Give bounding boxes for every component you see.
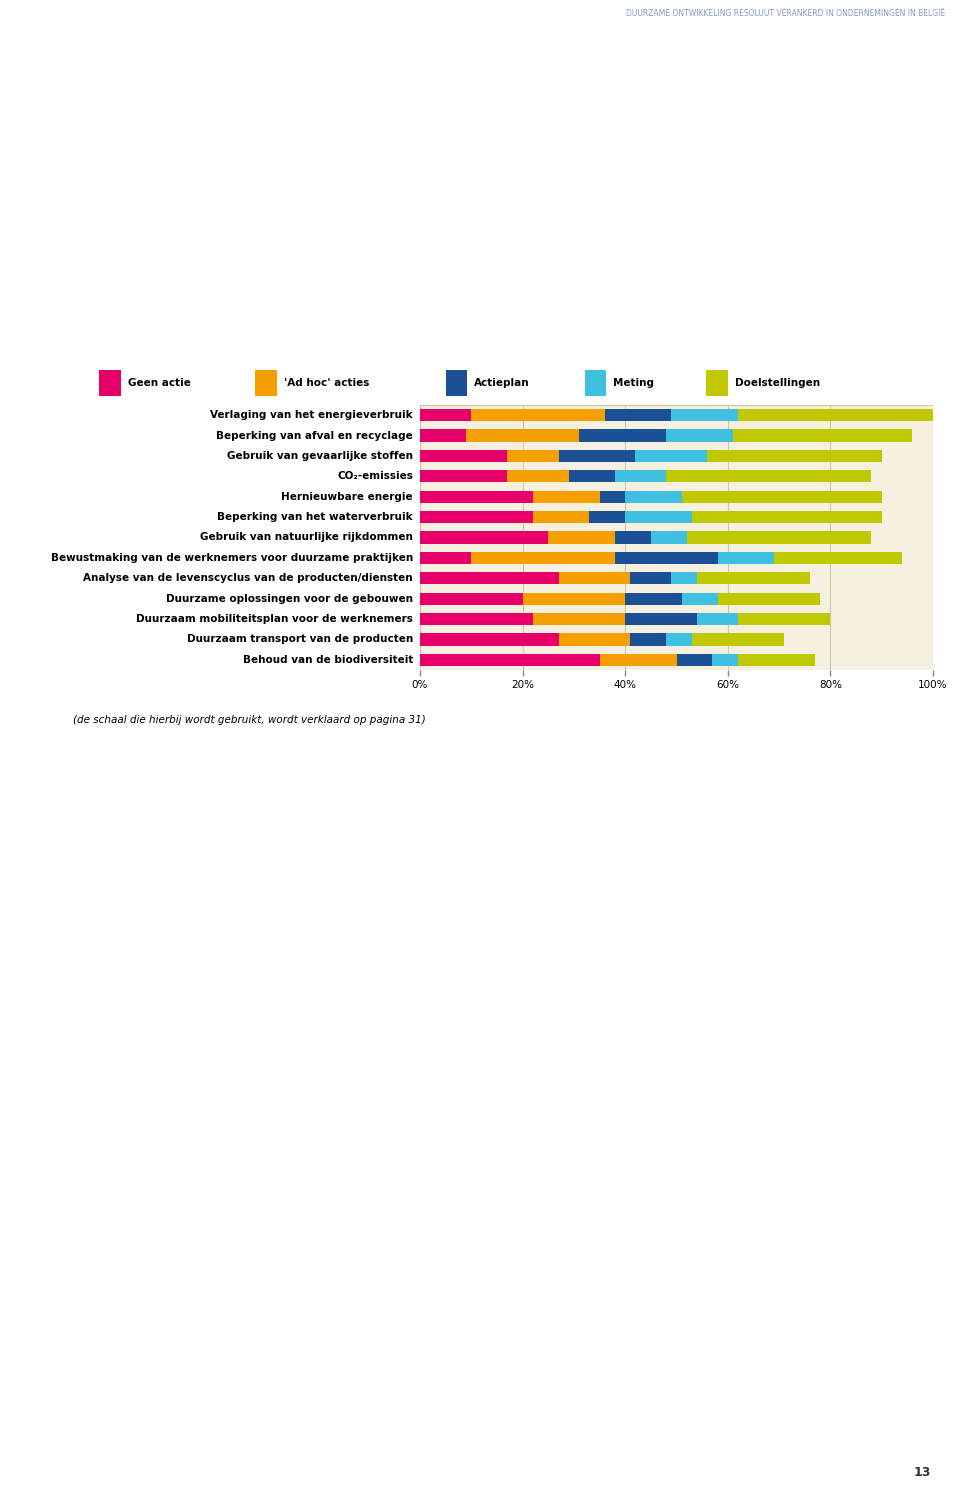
Bar xyxy=(589,510,625,524)
Bar xyxy=(732,430,912,442)
Bar xyxy=(631,634,666,646)
Bar xyxy=(774,552,902,564)
Bar xyxy=(579,430,666,442)
Bar xyxy=(738,613,830,625)
Bar xyxy=(420,552,471,564)
Bar xyxy=(692,510,881,524)
Text: Behoud van de biodiversiteit: Behoud van de biodiversiteit xyxy=(243,655,413,665)
Bar xyxy=(420,491,533,503)
Bar xyxy=(445,371,468,396)
Text: Gebruik van gevaarlijke stoffen: Gebruik van gevaarlijke stoffen xyxy=(228,451,413,461)
Bar xyxy=(682,491,881,503)
Bar xyxy=(708,449,881,463)
Bar xyxy=(625,491,682,503)
Bar xyxy=(420,592,522,604)
Bar xyxy=(717,592,820,604)
Bar xyxy=(420,634,559,646)
Text: Doelstellingen: Doelstellingen xyxy=(734,378,820,388)
Text: Actieplan: Actieplan xyxy=(474,378,530,388)
Bar xyxy=(615,552,717,564)
Text: Meting: Meting xyxy=(613,378,654,388)
Bar xyxy=(420,430,467,442)
Text: Duurzaam mobiliteitsplan voor de werknemers: Duurzaam mobiliteitsplan voor de werknem… xyxy=(136,615,413,623)
Bar xyxy=(625,592,682,604)
Text: Duurzaam transport van de producten: Duurzaam transport van de producten xyxy=(187,634,413,644)
Bar xyxy=(651,531,686,543)
Bar xyxy=(666,634,692,646)
Bar xyxy=(682,592,717,604)
Bar xyxy=(420,573,559,585)
Text: DUURZAME ONTWIKKELING RESOLUUT VERANKERD IN ONDERNEMINGEN IN BELGIË: DUURZAME ONTWIKKELING RESOLUUT VERANKERD… xyxy=(627,9,946,18)
Bar xyxy=(471,552,615,564)
Text: Analyse van de levenscyclus van de producten/diensten: Analyse van de levenscyclus van de produ… xyxy=(84,573,413,583)
Bar xyxy=(671,409,738,421)
Bar xyxy=(666,470,872,482)
Text: 'Ad hoc' acties: 'Ad hoc' acties xyxy=(284,378,369,388)
Bar xyxy=(706,371,728,396)
Bar xyxy=(507,470,568,482)
Bar xyxy=(568,470,615,482)
Bar xyxy=(420,449,507,463)
Bar xyxy=(467,430,579,442)
Text: Beperking van afval en recyclage: Beperking van afval en recyclage xyxy=(216,430,413,440)
Bar xyxy=(717,552,774,564)
Bar xyxy=(697,613,738,625)
Bar xyxy=(420,653,600,667)
Bar xyxy=(625,510,692,524)
Bar xyxy=(420,510,533,524)
Bar xyxy=(686,531,872,543)
Bar xyxy=(420,470,507,482)
Bar xyxy=(420,409,471,421)
Bar xyxy=(559,573,631,585)
Bar xyxy=(625,613,697,625)
Text: Beperking van het waterverbruik: Beperking van het waterverbruik xyxy=(217,512,413,522)
Text: Gebruik van natuurlijke rijkdommen: Gebruik van natuurlijke rijkdommen xyxy=(201,533,413,543)
Bar xyxy=(600,653,677,667)
Bar xyxy=(605,409,671,421)
Text: DE MILIEUACTIE: DE MILIEUACTIE xyxy=(444,339,568,353)
Text: Verlaging van het energieverbruik: Verlaging van het energieverbruik xyxy=(210,411,413,420)
Bar xyxy=(692,634,784,646)
Bar xyxy=(533,613,625,625)
Bar xyxy=(631,573,671,585)
Bar xyxy=(585,371,606,396)
Bar xyxy=(507,449,559,463)
Text: Duurzame oplossingen voor de gebouwen: Duurzame oplossingen voor de gebouwen xyxy=(166,594,413,604)
Bar xyxy=(600,491,625,503)
Bar xyxy=(420,613,533,625)
Bar xyxy=(738,409,933,421)
Bar xyxy=(712,653,738,667)
Text: Bewustmaking van de werknemers voor duurzame praktijken: Bewustmaking van de werknemers voor duur… xyxy=(51,554,413,562)
Bar xyxy=(533,510,589,524)
Bar xyxy=(666,430,732,442)
Bar xyxy=(738,653,815,667)
Bar xyxy=(548,531,615,543)
Text: Geen actie: Geen actie xyxy=(128,378,190,388)
Text: CO₂-emissies: CO₂-emissies xyxy=(337,472,413,481)
Bar xyxy=(99,371,121,396)
Bar xyxy=(697,573,810,585)
Text: Hernieuwbare energie: Hernieuwbare energie xyxy=(281,491,413,501)
Bar xyxy=(255,371,276,396)
Text: 13: 13 xyxy=(914,1467,931,1479)
Text: (de schaal die hierbij wordt gebruikt, wordt verklaard op pagina 31): (de schaal die hierbij wordt gebruikt, w… xyxy=(73,716,425,725)
Bar xyxy=(677,653,712,667)
Bar xyxy=(533,491,600,503)
Bar xyxy=(636,449,708,463)
Bar xyxy=(559,634,631,646)
Bar xyxy=(522,592,625,604)
Bar xyxy=(471,409,605,421)
Bar xyxy=(559,449,636,463)
Bar xyxy=(615,470,666,482)
Bar xyxy=(420,531,548,543)
Bar xyxy=(615,531,651,543)
Bar xyxy=(671,573,697,585)
